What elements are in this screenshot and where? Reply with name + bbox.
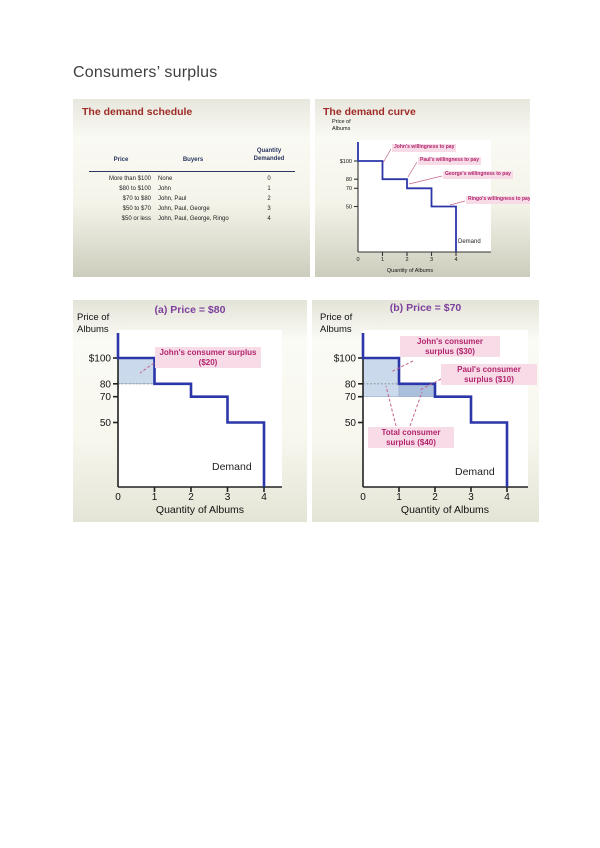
slide-title-demand-schedule: The demand schedule <box>82 106 193 118</box>
y-tick-label: 50 <box>346 204 352 210</box>
slide-panel-a-price-80[interactable]: $100 80 70 50 0 1 2 3 4 Quantity of Albums Demand … <box>73 300 307 522</box>
table-row: $50 or less John, Paul, George, Ringo 4 <box>73 216 310 226</box>
demand-curve <box>357 142 457 252</box>
cell-quantity: 4 <box>267 216 271 222</box>
panel-a-title: (a) Price = $80 <box>154 304 226 316</box>
slide-demand-schedule[interactable]: The demand schedule Price Buyers Quantit… <box>73 99 310 277</box>
panel-b-title: (b) Price = $70 <box>389 302 462 314</box>
callout-leader-line <box>408 175 443 185</box>
x-tick-label: 1 <box>152 492 158 503</box>
callout-john-willingness: John's willingness to pay <box>392 144 457 152</box>
x-axis-title: Quantity of Albums <box>401 504 489 516</box>
surplus-region-john <box>362 357 400 398</box>
y-tick-label: $100 <box>89 354 112 365</box>
table-row: $70 to $80 John, Paul 2 <box>73 196 310 206</box>
cell-buyers: John, Paul, George <box>158 206 210 212</box>
y-tick-label: 70 <box>346 186 352 192</box>
table-header-buyers: Buyers <box>182 157 204 163</box>
slide-panel-b-price-70[interactable]: $100 80 70 50 0 1 2 3 4 Quantity of Albums Demand … <box>312 300 539 522</box>
y-tick-label: 70 <box>345 392 357 403</box>
y-tick-label: $100 <box>340 159 352 165</box>
cell-price: More than $100 <box>108 176 151 182</box>
slide-title-demand-curve: The demand curve <box>323 106 416 118</box>
callout-john-surplus-20: John's consumer surplus ($20) <box>155 347 261 369</box>
y-tick-label: $100 <box>334 354 357 365</box>
x-tick-label: 2 <box>405 257 408 263</box>
x-tick-label: 0 <box>356 257 359 263</box>
y-tick-label: 80 <box>100 379 112 390</box>
x-axis-title: Quantity of Albums <box>156 504 244 516</box>
table-row: More than $100 None 0 <box>73 176 310 186</box>
x-tick-label: 0 <box>115 492 121 503</box>
table-row: $80 to $100 John 1 <box>73 186 310 196</box>
callout-leader-line <box>390 360 414 373</box>
cell-buyers: John <box>158 186 172 192</box>
callout-george-willingness: George's willingness to pay <box>443 171 513 179</box>
y-tick-label: 50 <box>345 418 357 429</box>
x-tick-label: 4 <box>454 257 457 263</box>
demand-curve-label: Demand <box>458 239 481 245</box>
x-axis-title: Quantity of Albums <box>387 268 433 274</box>
callout-leader-line <box>409 391 423 427</box>
cell-quantity: 2 <box>267 196 271 202</box>
callout-paul-surplus-10: Paul's consumer surplus ($10) <box>441 364 537 386</box>
callout-total-surplus-40: Total consumer surplus ($40) <box>368 427 454 449</box>
y-tick-label: 80 <box>346 177 352 183</box>
demand-curve <box>116 333 266 487</box>
cell-price: $70 to $80 <box>122 196 151 202</box>
callout-leader-line <box>449 200 466 206</box>
x-tick-label: 3 <box>225 492 231 503</box>
x-tick-label: 2 <box>432 492 438 503</box>
x-tick-label: 3 <box>430 257 433 263</box>
demand-curve-label: Demand <box>212 461 252 473</box>
x-tick-label: 2 <box>188 492 194 503</box>
x-tick-label: 3 <box>468 492 474 503</box>
page-title: Consumers’ surplus <box>73 64 218 81</box>
y-axis-title: Price of Albums <box>320 312 353 335</box>
table-header-rule <box>89 171 295 172</box>
callout-leader-line <box>139 362 155 374</box>
demand-curve <box>361 333 509 487</box>
cell-price: $80 to $100 <box>119 186 151 192</box>
cell-buyers: None <box>158 176 173 182</box>
callout-leader-line <box>419 378 442 391</box>
x-tick-label: 0 <box>360 492 366 503</box>
cell-buyers: John, Paul, George, Ringo <box>158 216 229 222</box>
cell-price: $50 or less <box>121 216 151 222</box>
callout-leader-line <box>382 148 392 164</box>
slide-demand-curve[interactable]: $100 80 70 50 0 1 2 3 4 Quantity of Albums Demand … <box>315 99 530 277</box>
panel-b-chart: $100 80 70 50 0 1 2 3 4 Quantity of Albums Demand <box>334 330 528 516</box>
cell-price: $50 to $70 <box>122 206 151 212</box>
cell-buyers: John, Paul <box>158 196 187 202</box>
cell-quantity: 3 <box>267 206 271 212</box>
cell-quantity: 1 <box>267 186 271 192</box>
x-tick-label: 4 <box>504 492 510 503</box>
y-tick-label: 70 <box>100 392 112 403</box>
table-header-quantity-demanded: Quantity Demanded <box>253 148 285 162</box>
callout-ringo-willingness: Ringo's willingness to pay <box>466 196 530 204</box>
callout-paul-willingness: Paul's willingness to pay <box>418 157 481 165</box>
surplus-region-paul <box>398 383 436 398</box>
y-tick-label: 80 <box>345 379 357 390</box>
surplus-region-john <box>117 357 155 385</box>
x-tick-label: 4 <box>261 492 267 503</box>
y-axis-title: Price of Albums <box>77 312 110 335</box>
table-row: $50 to $70 John, Paul, George 3 <box>73 206 310 216</box>
callout-john-surplus-30: John's consumer surplus ($30) <box>400 336 500 358</box>
y-axis-title: Price of Albums <box>332 119 351 132</box>
callout-leader-line <box>385 385 397 427</box>
x-tick-label: 1 <box>381 257 384 263</box>
demand-curve-label: Demand <box>455 466 495 478</box>
cell-quantity: 0 <box>267 176 271 182</box>
callout-leader-line <box>407 161 418 178</box>
table-header-price: Price <box>113 157 129 163</box>
x-tick-label: 1 <box>396 492 402 503</box>
y-tick-label: 50 <box>100 418 112 429</box>
